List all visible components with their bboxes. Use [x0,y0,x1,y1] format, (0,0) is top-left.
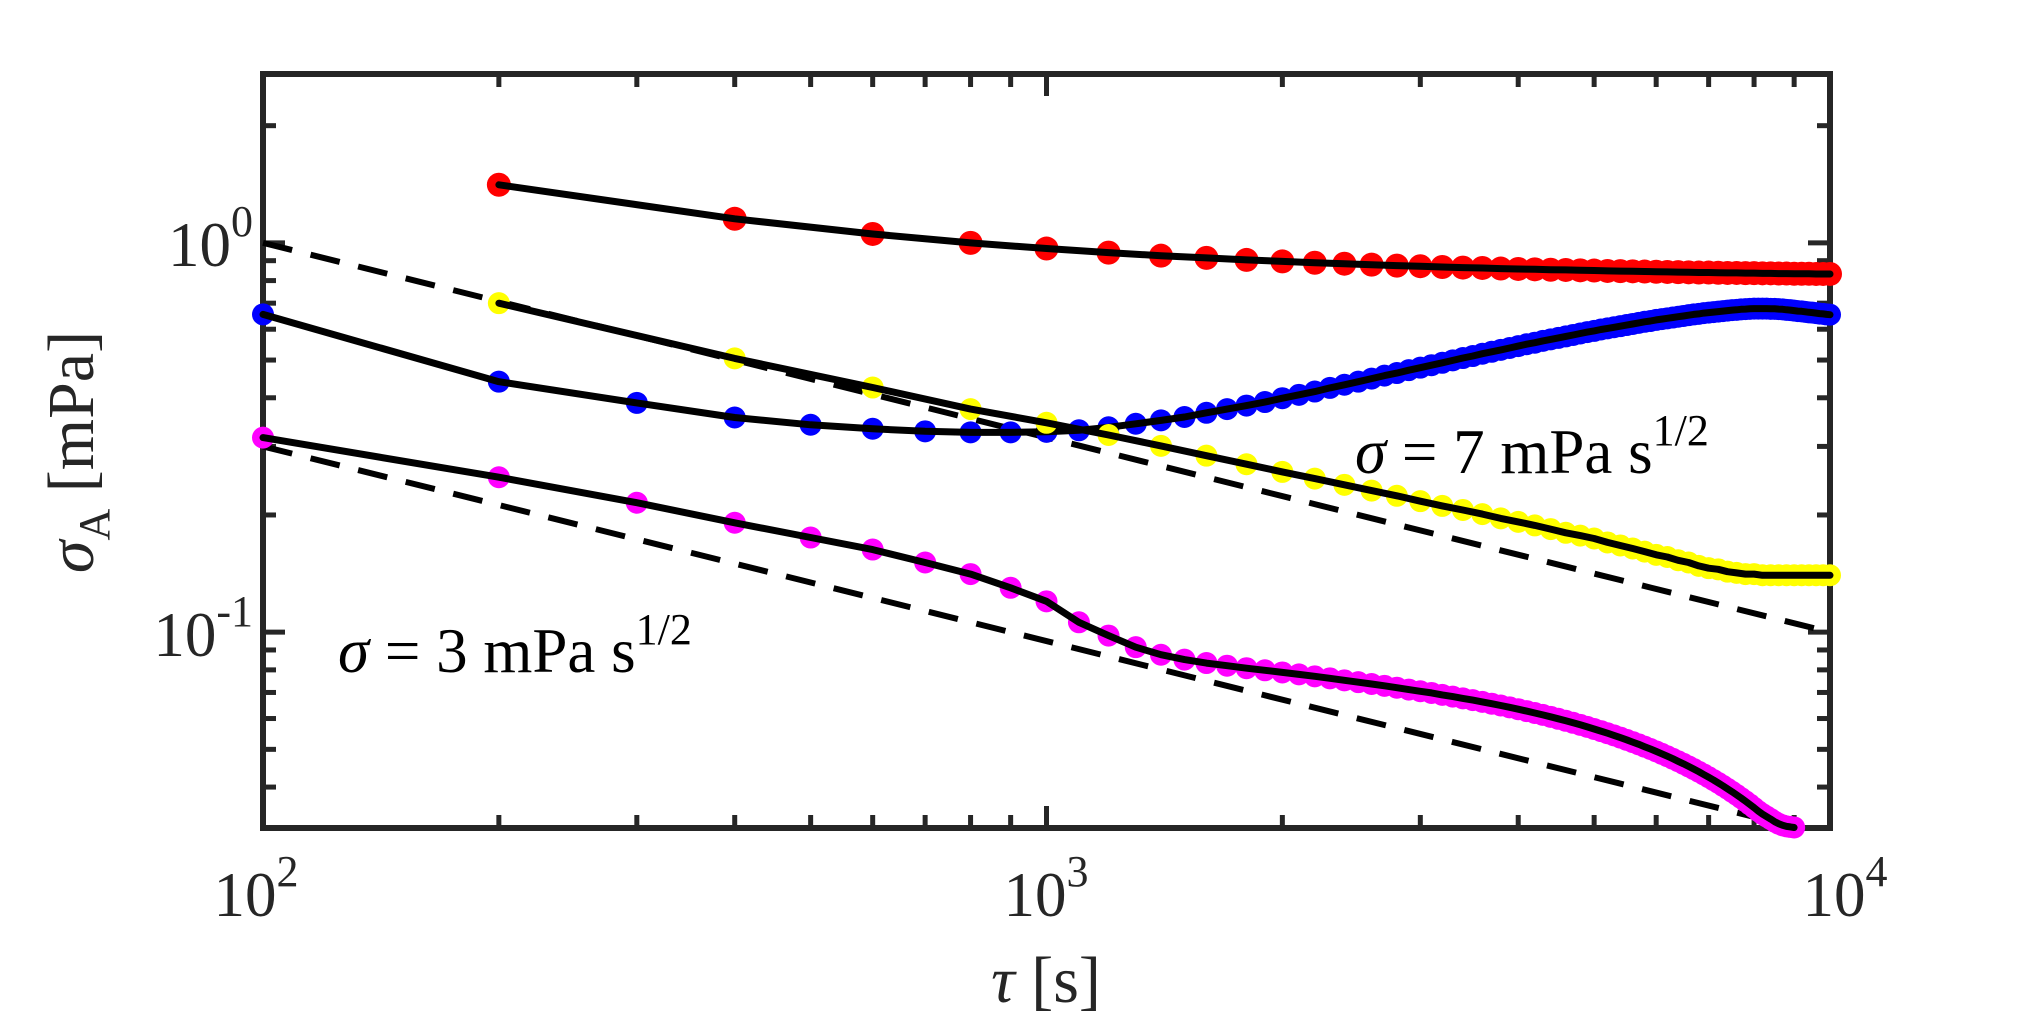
y-tick-label-1e0: 100 [168,197,253,280]
annotation-sigma-3: σ = 3 mPa s1/2 [338,605,692,686]
yellow-fit-line [495,299,1834,579]
annotation-sigma-7: σ = 7 mPa s1/2 [1355,406,1709,487]
x-tick-label-1e4: 104 [1802,847,1888,930]
blue-fit-line [259,305,1834,436]
series-red [486,172,1842,286]
series-magenta [252,426,1806,839]
magenta-fit-line [259,434,1798,831]
series-yellow [487,292,1841,587]
reference-line-sigma-3 [262,443,1800,831]
x-tick-label-1e3: 103 [1003,847,1089,930]
y-axis-label: σA [mPa] [35,330,119,574]
red-fit-line [495,181,1834,278]
y-tick-label-1e-1: 10-1 [153,587,253,670]
x-tick-label-1e2: 102 [213,847,299,930]
x-axis-label: τ [s] [991,944,1101,1013]
